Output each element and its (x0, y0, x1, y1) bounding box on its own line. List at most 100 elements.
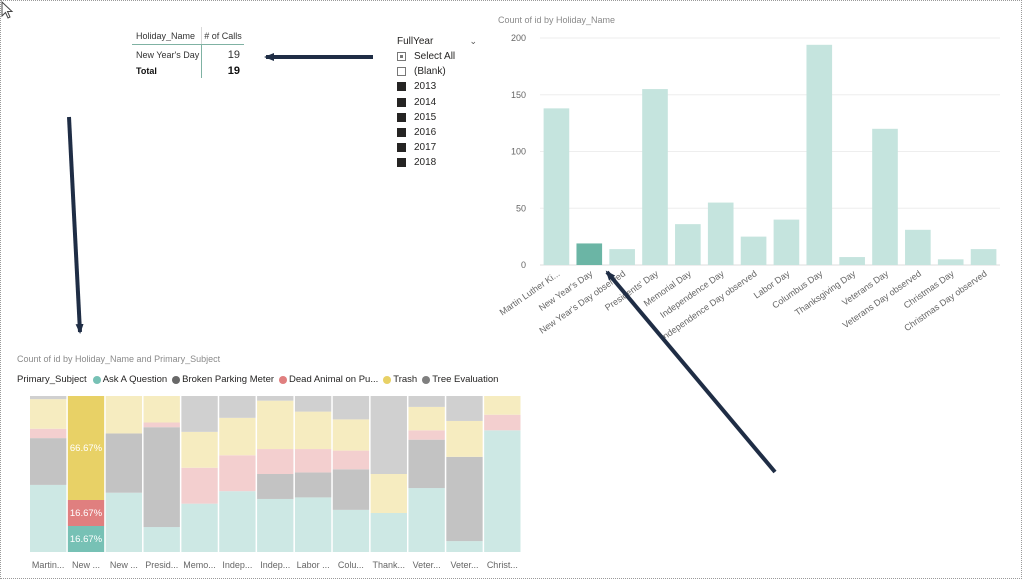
calls-table[interactable]: Holiday_Name # of Calls New Year's Day 1… (132, 27, 244, 78)
legend-item[interactable]: Ask A Question (92, 374, 167, 385)
stack-segment[interactable] (446, 541, 483, 552)
stack-segment[interactable] (484, 430, 521, 552)
checkbox-icon[interactable] (397, 143, 406, 153)
stack-segment[interactable] (30, 428, 67, 439)
bar[interactable] (609, 249, 635, 265)
stack-segment[interactable] (294, 472, 332, 498)
stack-segment[interactable] (105, 433, 143, 493)
stack-segment[interactable] (219, 417, 256, 456)
legend-dot-icon (383, 375, 392, 384)
stack-segment[interactable] (257, 396, 294, 401)
stack-segment[interactable] (181, 467, 218, 504)
bar[interactable] (937, 259, 964, 265)
checkbox-icon[interactable] (397, 82, 406, 92)
slicer-header[interactable]: FullYear ⌄ (397, 33, 477, 49)
stack-segment[interactable] (446, 420, 483, 457)
stack-segment[interactable] (143, 422, 180, 428)
stack-segment[interactable] (257, 400, 294, 450)
stack-segment[interactable] (408, 430, 445, 440)
stack-segment[interactable] (181, 503, 218, 552)
stack-segment[interactable] (294, 449, 332, 473)
checkbox-icon[interactable] (397, 158, 406, 168)
legend-item[interactable]: Trash (383, 374, 417, 385)
bar[interactable] (576, 243, 603, 265)
year-slicer[interactable]: FullYear ⌄ Select All (Blank) 2013 2014 2015… (397, 33, 477, 171)
stack-segment[interactable] (143, 396, 180, 423)
stack-segment[interactable] (219, 491, 256, 552)
column-header-calls[interactable]: # of Calls (200, 27, 244, 44)
stack-segment[interactable] (181, 396, 218, 432)
bar[interactable] (970, 249, 997, 265)
checkbox-icon[interactable] (397, 112, 406, 122)
slicer-item[interactable]: (Blank) (397, 64, 477, 79)
stack-segment[interactable] (30, 396, 67, 400)
table-row[interactable]: New Year's Day 19 (132, 45, 244, 64)
stack-segment[interactable] (332, 396, 370, 420)
stack-segment[interactable] (484, 414, 521, 431)
stack-segment[interactable] (370, 396, 407, 474)
bar[interactable] (543, 108, 570, 266)
stack-segment[interactable] (408, 396, 445, 407)
legend-item[interactable]: Dead Animal on Pu... (279, 374, 378, 385)
stack-segment[interactable] (294, 396, 332, 412)
stack-segment[interactable] (294, 497, 332, 552)
stack-segment[interactable] (30, 438, 67, 485)
legend-item[interactable]: Tree Evaluation (422, 374, 498, 385)
chevron-down-icon[interactable]: ⌄ (469, 35, 477, 46)
stack-segment[interactable] (332, 419, 370, 451)
bar[interactable] (740, 236, 767, 265)
slicer-item[interactable]: 2018 (397, 155, 477, 170)
legend-item[interactable]: Broken Parking Meter (172, 374, 274, 385)
stack-segment[interactable] (294, 411, 332, 450)
bar[interactable] (642, 89, 668, 265)
stack-segment[interactable] (30, 399, 67, 429)
stack-segment[interactable] (446, 396, 483, 421)
checkbox-icon[interactable] (397, 67, 406, 77)
slicer-item[interactable]: 2014 (397, 95, 477, 110)
stack-segment[interactable] (332, 469, 370, 510)
slicer-item[interactable]: 2015 (397, 110, 477, 125)
stack-segment[interactable] (257, 474, 294, 499)
bar[interactable] (675, 224, 701, 265)
stack-segment[interactable] (408, 439, 445, 489)
bar[interactable] (707, 202, 734, 265)
stack-segment[interactable] (484, 396, 521, 415)
stack-segment[interactable] (257, 498, 294, 552)
stack-segment[interactable] (370, 474, 407, 513)
stack-segment[interactable] (370, 513, 407, 552)
slicer-item[interactable]: Select All (397, 49, 477, 64)
bar[interactable] (773, 219, 800, 265)
checkbox-icon[interactable] (397, 97, 406, 107)
checkbox-icon[interactable] (397, 52, 406, 62)
stack-segment[interactable] (332, 450, 370, 470)
stack-segment[interactable] (219, 396, 256, 418)
stack-segment[interactable] (257, 449, 294, 474)
column-header-holiday[interactable]: Holiday_Name (136, 30, 196, 41)
slicer-item-label: 2016 (414, 127, 437, 139)
stack-segment[interactable] (67, 396, 105, 500)
stack-segment[interactable] (67, 525, 105, 552)
stacked-column-chart[interactable]: Martin... 66.67% 16.67% 16.67% New ... New ..… (30, 396, 522, 576)
slicer-item[interactable]: 2013 (397, 79, 477, 94)
stack-segment[interactable] (408, 488, 445, 552)
stack-segment[interactable] (67, 499, 105, 526)
stack-segment[interactable] (143, 527, 180, 552)
bar[interactable] (905, 229, 931, 265)
slicer-item[interactable]: 2016 (397, 125, 477, 140)
stack-segment[interactable] (219, 455, 256, 492)
stack-segment[interactable] (446, 456, 483, 542)
slicer-title: FullYear (397, 35, 434, 47)
bar[interactable] (872, 128, 898, 265)
stack-segment[interactable] (105, 396, 143, 434)
checkbox-icon[interactable] (397, 128, 406, 138)
slicer-item[interactable]: 2017 (397, 140, 477, 155)
stack-segment[interactable] (408, 406, 445, 431)
stack-segment[interactable] (332, 509, 370, 552)
stack-segment[interactable] (181, 431, 218, 468)
stack-segment[interactable] (105, 492, 143, 552)
stack-segment[interactable] (30, 484, 67, 552)
bar[interactable] (806, 44, 833, 265)
stack-segment[interactable] (143, 427, 180, 528)
bar[interactable] (839, 257, 865, 265)
